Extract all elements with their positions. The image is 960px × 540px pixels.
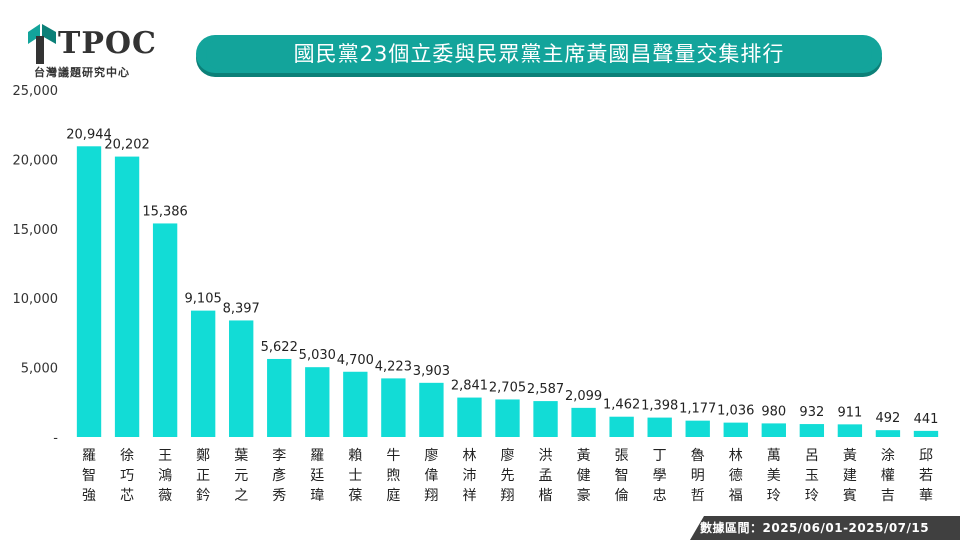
bar xyxy=(457,397,482,437)
x-tick-label: 洪孟楷 xyxy=(539,448,553,504)
x-tick-label: 涂權吉 xyxy=(881,448,895,504)
bar-value-label: 492 xyxy=(876,411,901,426)
x-tick-label: 廖先翔 xyxy=(501,447,515,504)
x-tick-label: 羅智強 xyxy=(82,448,96,504)
bar xyxy=(533,401,558,437)
bar xyxy=(229,320,254,437)
x-tick-label: 萬美玲 xyxy=(767,448,781,504)
bar xyxy=(913,430,939,437)
bar xyxy=(343,371,368,437)
x-tick-label: 黃健豪 xyxy=(577,448,591,504)
bar xyxy=(875,430,901,437)
bar xyxy=(305,367,330,437)
x-tick-label: 呂玉玲 xyxy=(805,448,819,504)
bar-value-label: 1,036 xyxy=(717,404,754,419)
bar-value-label: 9,105 xyxy=(185,292,222,307)
x-tick-label: 賴士葆 xyxy=(348,448,362,504)
x-tick-label: 邱若華 xyxy=(919,448,933,504)
bar-value-label: 20,202 xyxy=(104,138,150,153)
x-tick-label: 張智倫 xyxy=(615,448,629,504)
bar-value-label: 4,223 xyxy=(375,359,412,374)
x-tick-label: 鄭正鈐 xyxy=(196,448,210,504)
bar xyxy=(152,223,178,437)
bar-value-label: 2,099 xyxy=(565,389,602,404)
bar-value-label: 3,903 xyxy=(413,364,450,379)
bar-value-label: 1,177 xyxy=(679,402,716,417)
x-tick-label: 黃建賓 xyxy=(843,448,857,504)
tpoc-logo-icon xyxy=(28,24,56,64)
x-tick-label: 廖偉翔 xyxy=(424,447,438,504)
y-tick-label: 25,000 xyxy=(13,84,59,99)
logo-subtitle: 台灣議題研究中心 xyxy=(34,66,130,79)
bar-value-label: 4,700 xyxy=(337,353,374,368)
bar xyxy=(267,358,292,437)
bar xyxy=(190,310,216,437)
y-tick-label: 5,000 xyxy=(21,362,58,377)
x-tick-label: 徐巧芯 xyxy=(120,448,134,504)
bar xyxy=(571,407,596,437)
x-tick-label: 牛煦庭 xyxy=(386,448,400,504)
x-tick-label: 魯明哲 xyxy=(691,448,705,504)
x-tick-label: 李彥秀 xyxy=(272,448,286,504)
bar xyxy=(381,378,406,437)
x-tick-label: 王鴻薇 xyxy=(158,448,172,504)
x-tick-label: 林沛祥 xyxy=(462,448,476,504)
bar xyxy=(799,424,825,437)
x-tick-label: 羅廷瑋 xyxy=(310,448,324,504)
bar xyxy=(685,420,710,437)
x-tick-label: 葉元之 xyxy=(234,448,248,504)
logo-text: TPOC xyxy=(58,26,157,61)
bar-value-label: 8,397 xyxy=(223,301,260,316)
bar-value-label: 15,386 xyxy=(142,204,188,219)
bar-value-label: 911 xyxy=(837,405,862,420)
bar-value-label: 2,587 xyxy=(527,382,564,397)
date-range-footer: 數據區間：2025/06/01-2025/07/15 xyxy=(690,516,960,540)
bar-value-label: 932 xyxy=(799,405,824,420)
bar xyxy=(647,417,672,437)
y-tick-label: 20,000 xyxy=(13,153,59,168)
bar-value-label: 5,622 xyxy=(261,340,298,355)
page-title: 國民黨23個立委與民眾黨主席黃國昌聲量交集排行 xyxy=(206,38,872,70)
bar-value-label: 20,944 xyxy=(66,127,112,142)
bar xyxy=(761,423,786,437)
bar-value-label: 2,705 xyxy=(489,380,526,395)
bar xyxy=(495,399,520,437)
bar-value-label: 5,030 xyxy=(299,348,336,363)
x-tick-label: 丁學忠 xyxy=(653,448,667,504)
x-axis-labels: 羅智強 徐巧芯 王鴻薇 鄭正鈐 葉元之 李彥秀 羅廷瑋 賴士葆 牛煦庭 廖偉翔 林沛祥 廖先翔 洪孟楷 黃… xyxy=(82,447,933,504)
bar-value-label: 2,841 xyxy=(451,379,488,394)
bar xyxy=(837,424,863,437)
logo: TPOC 台灣議題研究中心 xyxy=(22,20,162,80)
bar-value-label: 1,462 xyxy=(603,398,640,413)
x-tick-label: 林德福 xyxy=(729,448,743,504)
bar xyxy=(76,146,102,437)
bar xyxy=(609,416,634,437)
y-tick-label: 15,000 xyxy=(13,223,59,238)
bar xyxy=(114,156,140,437)
bar-value-label: 980 xyxy=(761,404,786,419)
y-axis: - 5,000 10,000 15,000 20,000 25,000 xyxy=(13,84,59,446)
bar xyxy=(419,382,444,437)
y-tick-label: 10,000 xyxy=(13,292,59,307)
y-tick-label: - xyxy=(53,431,58,446)
bar-value-label: 1,398 xyxy=(641,399,678,414)
bar xyxy=(723,422,748,437)
bar-value-label: 441 xyxy=(914,412,939,427)
bars xyxy=(76,146,939,437)
